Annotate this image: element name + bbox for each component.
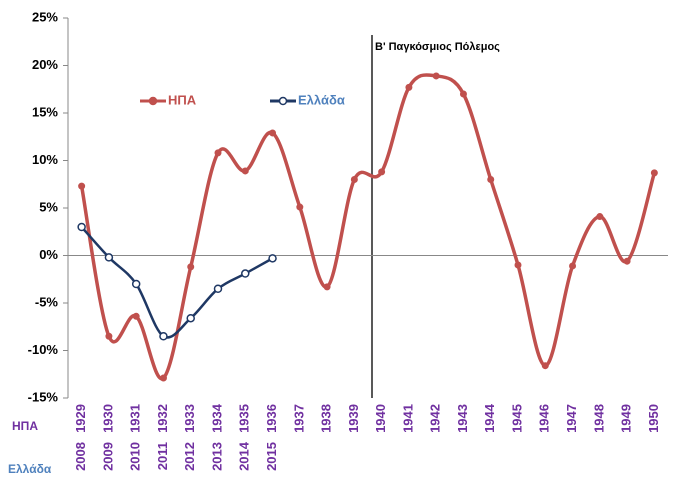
x-tick-label: 1943 — [455, 404, 470, 433]
legend-marker — [148, 96, 158, 106]
legend-label: Ελλάδα — [298, 92, 345, 107]
point — [213, 284, 223, 293]
point — [78, 182, 86, 190]
point — [569, 262, 577, 270]
point — [132, 312, 140, 320]
point — [405, 83, 413, 91]
x-tick-label: 1941 — [400, 404, 415, 433]
y-tick-label: -10% — [28, 342, 59, 357]
point — [514, 261, 522, 269]
x-tick-label: 1933 — [182, 404, 197, 433]
point — [241, 167, 249, 175]
y-tick-label: -15% — [28, 389, 59, 404]
x-tick-label-secondary: 2010 — [128, 442, 143, 471]
point — [187, 263, 195, 271]
point — [241, 269, 250, 278]
x-tick-label: 1947 — [564, 404, 579, 433]
legend-label: ΗΠΑ — [168, 92, 197, 107]
y-tick-label: -5% — [35, 294, 59, 309]
x-tick-label-secondary: 2008 — [73, 442, 88, 471]
point — [77, 222, 86, 232]
point — [323, 283, 331, 291]
legend-marker — [278, 96, 288, 106]
point — [131, 279, 141, 289]
point — [268, 254, 277, 263]
x-tick-label: 1935 — [237, 404, 252, 433]
x-tick-label: 1950 — [646, 404, 661, 433]
x-tick-label: 1938 — [319, 404, 334, 433]
point — [159, 332, 168, 341]
y-tick-label: 10% — [32, 152, 58, 167]
x-tick-label: 1940 — [373, 404, 388, 433]
point — [296, 203, 304, 211]
x-tick-label: 1948 — [591, 404, 606, 433]
series-line — [79, 73, 657, 381]
x-tick-label: 1932 — [155, 404, 170, 433]
y-tick-label: 15% — [32, 104, 58, 119]
x-tick-label: 1946 — [537, 404, 552, 433]
y-tick-label: 25% — [32, 9, 58, 24]
point — [104, 253, 114, 262]
point — [432, 72, 440, 80]
y-tick-label: 20% — [32, 57, 58, 72]
row-label: Ελλάδα — [8, 462, 52, 476]
x-tick-label-secondary: 2013 — [209, 442, 224, 471]
x-tick-label-secondary: 2015 — [264, 442, 279, 471]
point — [459, 90, 467, 98]
point — [596, 213, 604, 221]
point — [378, 168, 386, 176]
x-tick-label: 1931 — [128, 404, 143, 433]
x-tick-label: 1945 — [509, 404, 524, 433]
x-tick-label-secondary: 2012 — [182, 442, 197, 471]
point — [159, 374, 167, 382]
series-line — [80, 226, 274, 339]
point — [541, 362, 549, 370]
point — [269, 129, 277, 137]
point — [650, 169, 658, 177]
x-tick-label: 1929 — [73, 404, 88, 433]
y-tick-label: 0% — [39, 247, 58, 262]
x-tick-label: 1930 — [100, 404, 115, 433]
x-tick-label: 1942 — [428, 404, 443, 433]
x-tick-label: 1936 — [264, 404, 279, 433]
x-tick-label-secondary: 2009 — [100, 442, 115, 471]
x-tick-label-secondary: 2011 — [155, 442, 170, 470]
x-tick-label: 1949 — [619, 404, 634, 433]
x-tick-label: 1939 — [346, 404, 361, 433]
point — [105, 332, 113, 340]
x-tick-label: 1934 — [209, 403, 224, 433]
point — [214, 149, 222, 157]
row-label: ΗΠΑ — [12, 419, 38, 433]
point — [623, 257, 631, 265]
point — [186, 313, 195, 323]
point — [350, 176, 358, 183]
y-tick-label: 5% — [39, 199, 58, 214]
x-tick-label: 1944 — [482, 403, 497, 433]
x-tick-label: 1937 — [291, 404, 306, 433]
point — [487, 176, 495, 183]
x-tick-label-secondary: 2014 — [237, 441, 252, 471]
annotation: Β' Παγκόσμιος Πόλεμος — [375, 41, 500, 53]
